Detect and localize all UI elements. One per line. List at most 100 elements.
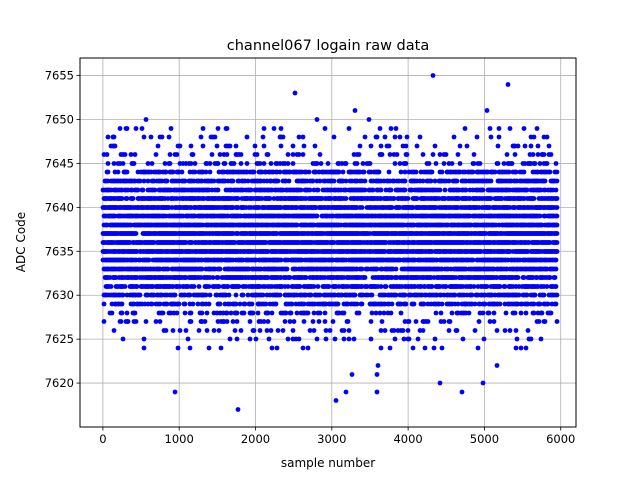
data-point bbox=[207, 302, 212, 307]
data-point bbox=[440, 346, 445, 351]
data-point bbox=[411, 346, 416, 351]
data-point bbox=[358, 144, 363, 149]
data-point bbox=[287, 179, 292, 184]
data-point bbox=[199, 135, 204, 140]
data-point bbox=[178, 144, 183, 149]
data-point bbox=[183, 302, 188, 307]
data-point bbox=[192, 284, 197, 289]
data-point bbox=[404, 302, 409, 307]
data-point bbox=[315, 214, 320, 219]
data-point bbox=[380, 152, 385, 157]
data-point bbox=[227, 293, 232, 298]
data-point bbox=[297, 337, 302, 342]
data-point bbox=[123, 152, 128, 157]
data-point bbox=[439, 311, 444, 316]
data-point bbox=[120, 302, 125, 307]
data-point bbox=[200, 311, 205, 316]
data-point bbox=[301, 346, 306, 351]
data-point bbox=[496, 144, 501, 149]
data-point bbox=[169, 126, 174, 131]
data-point bbox=[245, 161, 250, 166]
data-point bbox=[184, 328, 189, 333]
data-point bbox=[212, 328, 217, 333]
data-point bbox=[318, 152, 323, 157]
data-point bbox=[269, 161, 274, 166]
data-point bbox=[318, 311, 323, 316]
data-point bbox=[450, 161, 455, 166]
data-point bbox=[316, 188, 321, 193]
data-point bbox=[481, 188, 486, 193]
data-point bbox=[403, 188, 408, 193]
data-point bbox=[218, 267, 223, 272]
data-point bbox=[134, 126, 139, 131]
data-point bbox=[504, 311, 509, 316]
data-point bbox=[369, 319, 374, 324]
data-point bbox=[141, 188, 146, 193]
data-point bbox=[357, 152, 362, 157]
data-point bbox=[116, 170, 121, 175]
data-point bbox=[503, 328, 508, 333]
data-point bbox=[186, 337, 191, 342]
data-point bbox=[164, 328, 169, 333]
data-point bbox=[363, 275, 368, 280]
data-point bbox=[301, 152, 306, 157]
data-point bbox=[215, 144, 220, 149]
data-point bbox=[458, 161, 463, 166]
data-point bbox=[458, 144, 463, 149]
data-point bbox=[262, 144, 267, 149]
data-point bbox=[262, 161, 267, 166]
data-point bbox=[239, 152, 244, 157]
data-point bbox=[347, 337, 352, 342]
data-point bbox=[239, 161, 244, 166]
data-point bbox=[306, 346, 311, 351]
data-point bbox=[180, 170, 185, 175]
data-point bbox=[121, 337, 126, 342]
data-point bbox=[191, 152, 196, 157]
data-point bbox=[125, 311, 130, 316]
data-point bbox=[455, 179, 460, 184]
data-point bbox=[489, 135, 494, 140]
data-point bbox=[102, 302, 107, 307]
data-point bbox=[278, 293, 283, 298]
data-point bbox=[144, 319, 149, 324]
data-point bbox=[197, 328, 202, 333]
data-point bbox=[102, 319, 107, 324]
data-point bbox=[205, 311, 210, 316]
data-point bbox=[405, 152, 410, 157]
data-point bbox=[497, 126, 502, 131]
data-point bbox=[291, 144, 296, 149]
data-point bbox=[380, 319, 385, 324]
data-point bbox=[481, 311, 486, 316]
data-point bbox=[279, 144, 284, 149]
data-point bbox=[154, 152, 159, 157]
data-point bbox=[387, 170, 392, 175]
data-point bbox=[125, 126, 130, 131]
data-point bbox=[140, 126, 145, 131]
data-point bbox=[492, 319, 497, 324]
data-point bbox=[432, 346, 437, 351]
data-point bbox=[418, 135, 423, 140]
data-point bbox=[368, 161, 373, 166]
data-point bbox=[219, 346, 224, 351]
data-point bbox=[347, 328, 352, 333]
data-point bbox=[379, 188, 384, 193]
data-point bbox=[216, 188, 221, 193]
data-point bbox=[434, 311, 439, 316]
data-point bbox=[405, 135, 410, 140]
data-point bbox=[286, 161, 291, 166]
data-point bbox=[118, 126, 123, 131]
data-point bbox=[218, 302, 223, 307]
data-point bbox=[207, 346, 212, 351]
data-point bbox=[241, 293, 246, 298]
data-point bbox=[125, 170, 130, 175]
data-point bbox=[406, 328, 411, 333]
data-point bbox=[106, 170, 111, 175]
data-point bbox=[467, 311, 472, 316]
data-point bbox=[193, 161, 198, 166]
data-point bbox=[252, 328, 257, 333]
data-point bbox=[404, 144, 409, 149]
data-point bbox=[168, 161, 173, 166]
data-point bbox=[426, 319, 431, 324]
data-point bbox=[248, 319, 253, 324]
